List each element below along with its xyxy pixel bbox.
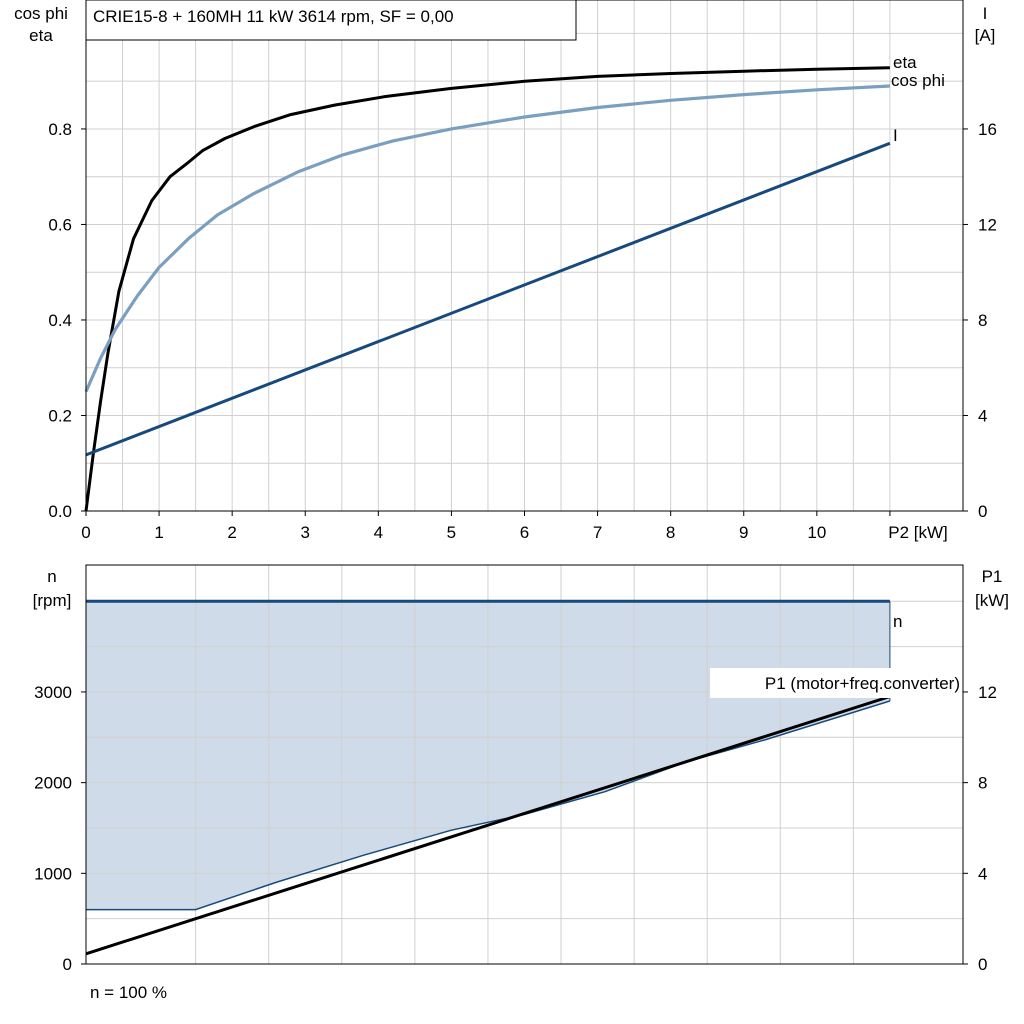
upper-x-axis-label: P2 [kW] (888, 523, 948, 542)
lower-chart-series (85, 599, 891, 956)
upper-right-tick-labels: 0 4 8 12 16 (963, 120, 997, 521)
upper-x-tick-label: 7 (593, 523, 602, 542)
lower-right-tick-label: 4 (978, 864, 987, 883)
series-line-cos-phi (84, 84, 890, 393)
series-label-cos-phi: cos phi (891, 71, 945, 90)
upper-x-tick-labels: 0 1 2 3 4 5 6 7 8 9 10 (81, 511, 891, 542)
series-line-lower-boundary (86, 700, 891, 911)
lower-right-tick-label: 8 (978, 774, 987, 793)
lower-right-axis-label-2: [kW] (975, 591, 1009, 610)
upper-left-axis-label-1: cos phi (14, 4, 68, 23)
upper-left-tick-labels: 0.0 0.2 0.4 0.6 0.8 (48, 120, 86, 521)
lower-right-tick-label: 0 (978, 955, 987, 974)
upper-x-tick-label: 6 (520, 523, 529, 542)
upper-left-tick-label: 0.8 (48, 120, 72, 139)
title-box (85, 0, 577, 41)
lower-left-tick-label: 0 (63, 955, 72, 974)
series-label-i: I (893, 126, 898, 145)
series-line-p1 (85, 695, 891, 956)
upper-left-tick-label: 0.6 (48, 215, 72, 234)
upper-left-tick-label: 0.2 (48, 406, 72, 425)
series-label-n: n (893, 612, 902, 631)
lower-right-axis-label-1: P1 (982, 567, 1003, 586)
upper-x-tick-label: 4 (374, 523, 383, 542)
upper-right-tick-label: 0 (978, 502, 987, 521)
upper-left-axis-label-2: eta (29, 26, 53, 45)
lower-left-tick-label: 1000 (34, 864, 72, 883)
upper-right-tick-label: 12 (978, 215, 997, 234)
series-line-eta (84, 66, 890, 512)
upper-chart-grid (86, 0, 963, 511)
series-line-i (85, 141, 891, 457)
lower-chart-frame (85, 564, 964, 965)
upper-x-tick-label: 2 (227, 523, 236, 542)
upper-x-tick-label: 8 (666, 523, 675, 542)
p1-label-background (710, 668, 962, 698)
upper-right-axis-label-2: [A] (975, 26, 996, 45)
lower-left-axis-label-1: n (47, 567, 56, 586)
upper-right-tick-label: 4 (978, 406, 987, 425)
upper-chart-series (84, 66, 891, 512)
lower-left-tick-label: 2000 (34, 774, 72, 793)
speed-annotation: n = 100 % (90, 983, 167, 1002)
upper-x-tick-label: 5 (447, 523, 456, 542)
chart-title: CRIE15-8 + 160MH 11 kW 3614 rpm, SF = 0,… (93, 7, 454, 26)
lower-left-tick-label: 3000 (34, 683, 72, 702)
upper-x-tick-label: 9 (739, 523, 748, 542)
lower-right-tick-labels: 0 4 8 12 (963, 683, 997, 974)
series-label-eta: eta (893, 53, 917, 72)
series-label-p1: P1 (motor+freq.converter) (765, 674, 960, 693)
upper-x-tick-label: 10 (807, 523, 826, 542)
lower-series-labels: n P1 (motor+freq.converter) (710, 612, 962, 698)
upper-right-tick-label: 16 (978, 120, 997, 139)
lower-left-tick-labels: 0 1000 2000 3000 (34, 683, 86, 974)
upper-x-tick-label: 3 (301, 523, 310, 542)
upper-x-tick-label: 0 (81, 523, 90, 542)
upper-x-tick-label: 1 (154, 523, 163, 542)
upper-left-tick-label: 0.0 (48, 502, 72, 521)
lower-left-axis-label-2: [rpm] (33, 591, 72, 610)
upper-left-tick-label: 0.4 (48, 311, 72, 330)
upper-right-tick-label: 8 (978, 311, 987, 330)
upper-right-axis-label-1: I (983, 4, 988, 23)
lower-right-tick-label: 12 (978, 683, 997, 702)
